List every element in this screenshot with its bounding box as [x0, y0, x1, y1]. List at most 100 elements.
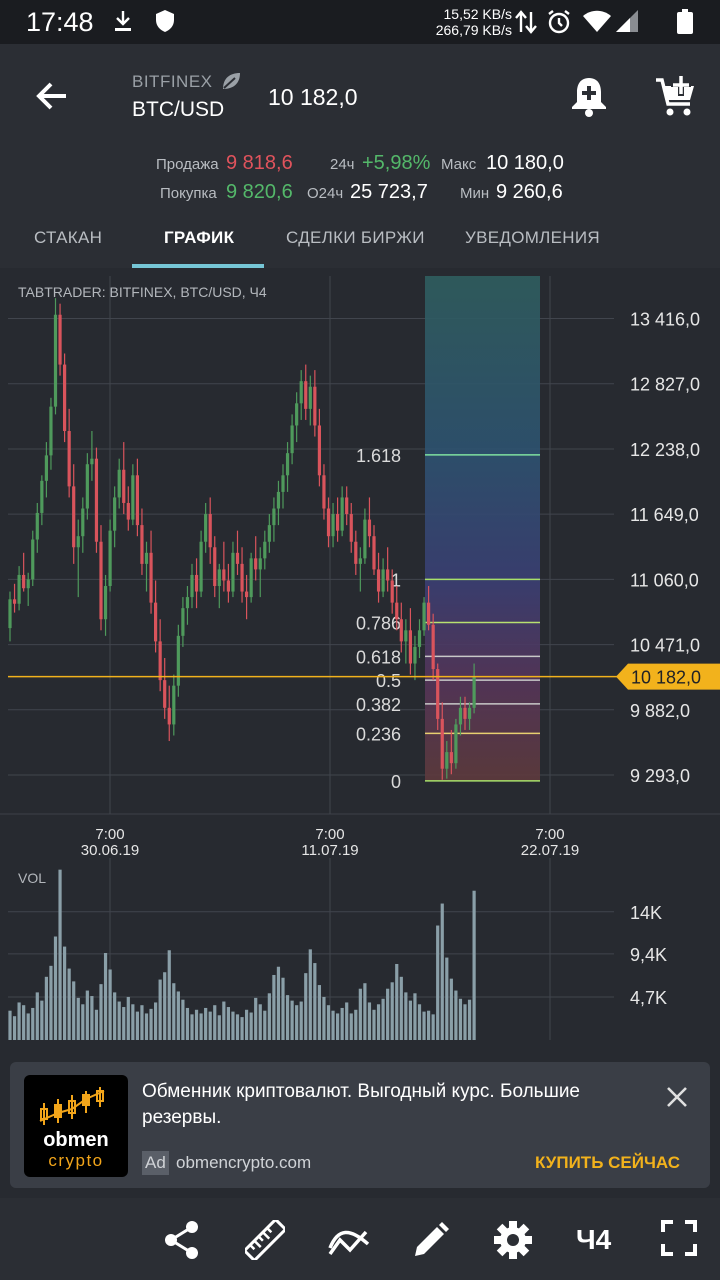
volume-bar — [8, 1010, 12, 1040]
price-tick-label: 9 293,0 — [630, 766, 690, 786]
candle-body — [185, 597, 190, 609]
volume-bar — [22, 1005, 26, 1040]
add-to-cart-icon[interactable] — [654, 74, 698, 118]
time-tick-label: 7:00 — [95, 826, 124, 843]
candle-body — [135, 475, 139, 526]
volume-bar — [204, 1007, 208, 1040]
candle-body — [249, 558, 253, 598]
volume-bar — [49, 965, 53, 1040]
candle-body — [427, 602, 431, 625]
volume-bar — [122, 1007, 126, 1040]
candle-body — [404, 630, 408, 642]
alarm-icon — [548, 10, 570, 34]
candle-body — [308, 386, 312, 409]
candle-body — [363, 519, 367, 559]
ad-logo-subtext: crypto — [48, 1151, 104, 1170]
volume-bar — [417, 1004, 422, 1040]
candle-body — [94, 458, 99, 542]
volume-bar — [372, 1009, 376, 1040]
volume-bar — [454, 990, 458, 1040]
settings-gear-icon[interactable] — [493, 1220, 533, 1260]
candle-body — [317, 425, 321, 476]
candle-body — [199, 541, 203, 592]
volume-bar — [194, 1009, 199, 1040]
volume-bar — [245, 1009, 249, 1040]
volume-bar — [336, 1013, 340, 1040]
volume-bar — [440, 903, 444, 1040]
volume-bar — [40, 1000, 44, 1040]
volume-label: О24ч — [307, 185, 344, 202]
back-arrow-icon[interactable] — [32, 76, 72, 116]
candle-body — [354, 541, 358, 564]
buy-label: Покупка — [160, 185, 217, 202]
ad-url[interactable]: obmencrypto.com — [176, 1153, 312, 1172]
volume-bar — [67, 968, 71, 1040]
share-icon[interactable] — [163, 1220, 201, 1260]
candle-body — [445, 752, 449, 769]
volume-bar — [472, 890, 476, 1040]
volume-axis: 14K 9,4K 4,7K — [630, 903, 667, 1008]
volume-bar — [217, 1015, 221, 1040]
candle-body — [413, 646, 417, 664]
candle-body — [72, 486, 76, 548]
price-chart[interactable]: TABTRADER: BITFINEX, BTC/USD, Ч4 1.61810… — [0, 268, 720, 1048]
volume-bar — [226, 1007, 230, 1040]
volume-bar — [313, 963, 317, 1040]
time-tick-label: 7:00 — [535, 826, 564, 843]
tab-order-book[interactable]: СТАКАН — [34, 228, 103, 247]
volume-bar — [431, 1014, 435, 1040]
volume-bar — [240, 1017, 244, 1040]
ad-headline[interactable]: Обменник криптовалют. Выгодный курс. Бол… — [142, 1081, 581, 1128]
tab-notifications[interactable]: УВЕДОМЛЕНИЯ — [465, 228, 600, 247]
candle-body — [99, 541, 103, 620]
volume-bar — [308, 949, 312, 1040]
volume-bar — [172, 983, 176, 1040]
candle-body — [258, 558, 262, 570]
volume-bar — [436, 925, 440, 1040]
volume-bar — [467, 999, 472, 1040]
volume-bar — [235, 1014, 240, 1040]
candle-body — [254, 558, 258, 570]
candle-body — [163, 680, 167, 708]
candle-body — [154, 602, 158, 642]
net-up: 15,52 KB/s — [443, 6, 513, 22]
ad-cta-button[interactable]: КУПИТЬ СЕЙЧАС — [535, 1153, 681, 1172]
volume-bar — [458, 998, 463, 1040]
ad-banner[interactable]: obmen crypto Обменник криптовалют. Выгод… — [10, 1062, 710, 1188]
change-value: +5,98% — [362, 152, 431, 174]
candles — [8, 298, 476, 780]
candle-body — [26, 579, 30, 589]
candle-body — [58, 314, 62, 365]
candle-body — [140, 525, 144, 564]
candle-body — [8, 599, 12, 629]
candle-body — [431, 624, 435, 670]
fib-level-label: 0.5 — [376, 671, 401, 691]
volume-bar — [185, 1007, 190, 1040]
add-alert-bell-icon[interactable] — [568, 74, 610, 118]
indicators-icon[interactable] — [328, 1220, 370, 1260]
tab-trades[interactable]: СДЕЛКИ БИРЖИ — [286, 228, 425, 247]
price-tick-label: 11 060,0 — [630, 570, 699, 590]
candle-body — [454, 724, 458, 764]
chart-area[interactable]: TABTRADER: BITFINEX, BTC/USD, Ч4 1.618 1 0… — [0, 268, 720, 1048]
volume-bar — [94, 1009, 99, 1040]
candle-body — [390, 580, 394, 603]
volume-bar — [254, 997, 258, 1040]
tab-chart[interactable]: ГРАФИК — [164, 228, 235, 247]
candle-body — [422, 602, 426, 631]
volume-bar — [12, 1016, 17, 1040]
volume-bar — [367, 1002, 372, 1040]
candle-body — [295, 403, 299, 426]
ruler-icon[interactable] — [245, 1220, 285, 1260]
candle-body — [217, 569, 221, 587]
clock: 17:48 — [26, 7, 94, 37]
fibonacci-extension[interactable]: 1.618 1 0.786 0.618 0.5 0.382 0.236 0 — [356, 276, 540, 792]
close-icon[interactable] — [664, 1084, 690, 1110]
fullscreen-icon[interactable] — [661, 1220, 697, 1256]
draw-pencil-icon[interactable] — [411, 1220, 451, 1260]
candle-body — [304, 381, 308, 409]
app-header: BITFINEX BTC/USD 10 182,0 Продажа 9 818,… — [0, 44, 720, 268]
timeframe-button[interactable]: Ч4 — [576, 1224, 612, 1255]
volume-bar — [17, 1002, 21, 1040]
volume-bar — [176, 991, 180, 1040]
